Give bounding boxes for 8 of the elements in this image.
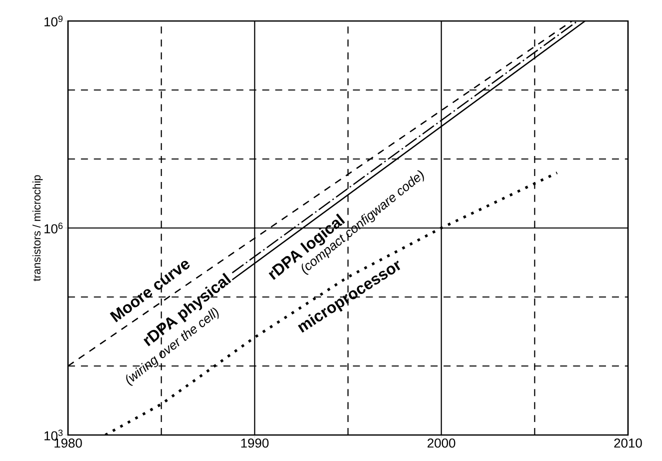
x-tick-label: 1980: [54, 438, 82, 448]
y-tick-label: 10$^{6}$: [44, 222, 63, 234]
y-tick-label: 10$^{9}$: [44, 16, 63, 26]
x-tick-label: 2010: [614, 438, 642, 448]
x-tick-label: 2000: [428, 438, 456, 448]
y-tick-label: 10$^{3}$: [44, 430, 63, 440]
x-tick-label: 1990: [241, 438, 269, 448]
y-axis-title: transistors / microchip: [32, 175, 43, 282]
